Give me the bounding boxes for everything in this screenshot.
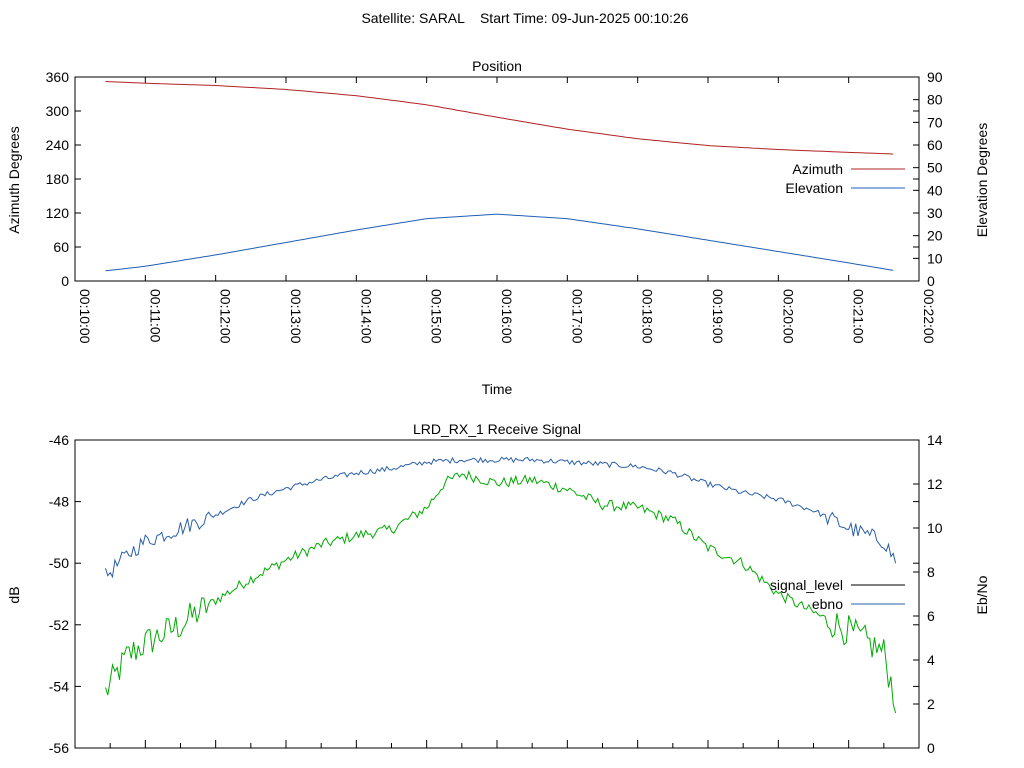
- position-y2tick-label: 80: [927, 92, 943, 108]
- position-y2tick-label: 20: [927, 228, 943, 244]
- position-xtick-label: 00:11:00: [147, 289, 163, 343]
- signal-y2tick-label: 4: [927, 652, 935, 668]
- position-y2tick-label: 60: [927, 137, 943, 153]
- signal-y2tick-label: 8: [927, 564, 935, 580]
- position-plot: 0 60 120 180 240 300 360 0 10 20 30 40 50 60 70 80 90 00:…: [46, 69, 943, 344]
- position-xlabel: Time: [482, 381, 513, 397]
- signal-ytick-label: -48: [49, 494, 69, 510]
- position-y2tick-label: 50: [927, 160, 943, 176]
- position-xtick-label: 00:20:00: [780, 289, 796, 344]
- position-y2tick-label: 90: [927, 69, 943, 85]
- position-plot-title: Position: [472, 58, 522, 74]
- signal-y2tick-label: 14: [927, 432, 943, 448]
- position-xtick-label: 00:15:00: [429, 289, 445, 344]
- position-series-elevation: [105, 213, 894, 272]
- signal-ytick-label: -50: [49, 555, 69, 571]
- signal-y2tick-label: 0: [927, 740, 935, 756]
- position-ytick-label: 360: [46, 69, 70, 85]
- position-y2tick-label: 40: [927, 182, 943, 198]
- position-frame: [74, 76, 920, 282]
- signal-y2label: Eb/No: [974, 575, 990, 614]
- signal-frame: [74, 439, 920, 749]
- signal-ylabel: dB: [6, 586, 22, 603]
- signal-plot: -56 -54 -52 -50 -48 -46 0 2 4 6 8 10 12 14 signal_leve…: [49, 432, 943, 756]
- position-xtick-label: 00:17:00: [569, 289, 585, 344]
- position-y2label: Elevation Degrees: [974, 123, 990, 237]
- position-ytick-label: 60: [53, 239, 69, 255]
- position-xtick-label: 00:14:00: [358, 289, 374, 344]
- position-xtick-label: 00:13:00: [288, 289, 304, 344]
- position-ytick-label: 180: [46, 171, 70, 187]
- position-y2tick-label: 10: [927, 250, 943, 266]
- position-y2tick-label: 30: [927, 205, 943, 221]
- signal-ytick-label: -46: [49, 432, 69, 448]
- position-xtick-label: 00:10:00: [77, 289, 93, 344]
- signal-y2tick-label: 10: [927, 520, 943, 536]
- position-y2tick-label: 0: [927, 273, 935, 289]
- position-xtick-label: 00:12:00: [218, 289, 234, 344]
- position-legend-label: Azimuth: [792, 161, 843, 177]
- position-xtick-label: 00:16:00: [499, 289, 515, 344]
- signal-legend-label: ebno: [812, 596, 843, 612]
- signal-y2tick-label: 2: [927, 696, 935, 712]
- position-y2tick-label: 70: [927, 114, 943, 130]
- signal-y2tick-label: 12: [927, 476, 943, 492]
- position-xtick-label: 00:18:00: [640, 289, 656, 344]
- position-series-azimuth: [105, 81, 894, 155]
- position-legend-label: Elevation: [785, 180, 843, 196]
- position-xtick-label: 00:19:00: [710, 289, 726, 344]
- signal-series-signal-level: [105, 470, 897, 714]
- position-ytick-label: 0: [61, 273, 69, 289]
- signal-y2tick-label: 6: [927, 608, 935, 624]
- signal-series-ebno: [105, 456, 897, 579]
- signal-legend-label: signal_level: [770, 577, 843, 593]
- position-ytick-label: 240: [46, 137, 70, 153]
- signal-ytick-label: -54: [49, 678, 69, 694]
- signal-plot-title: LRD_RX_1 Receive Signal: [413, 421, 581, 437]
- position-ytick-label: 120: [46, 205, 70, 221]
- position-ytick-label: 300: [46, 103, 70, 119]
- signal-ytick-label: -56: [49, 740, 69, 756]
- signal-ytick-label: -52: [49, 617, 69, 633]
- position-ylabel: Azimuth Degrees: [6, 126, 22, 233]
- position-xtick-label: 00:21:00: [851, 289, 867, 344]
- position-xtick-label: 00:22:00: [921, 289, 937, 344]
- header-title: Satellite: SARAL Start Time: 09-Jun-2025…: [361, 10, 688, 26]
